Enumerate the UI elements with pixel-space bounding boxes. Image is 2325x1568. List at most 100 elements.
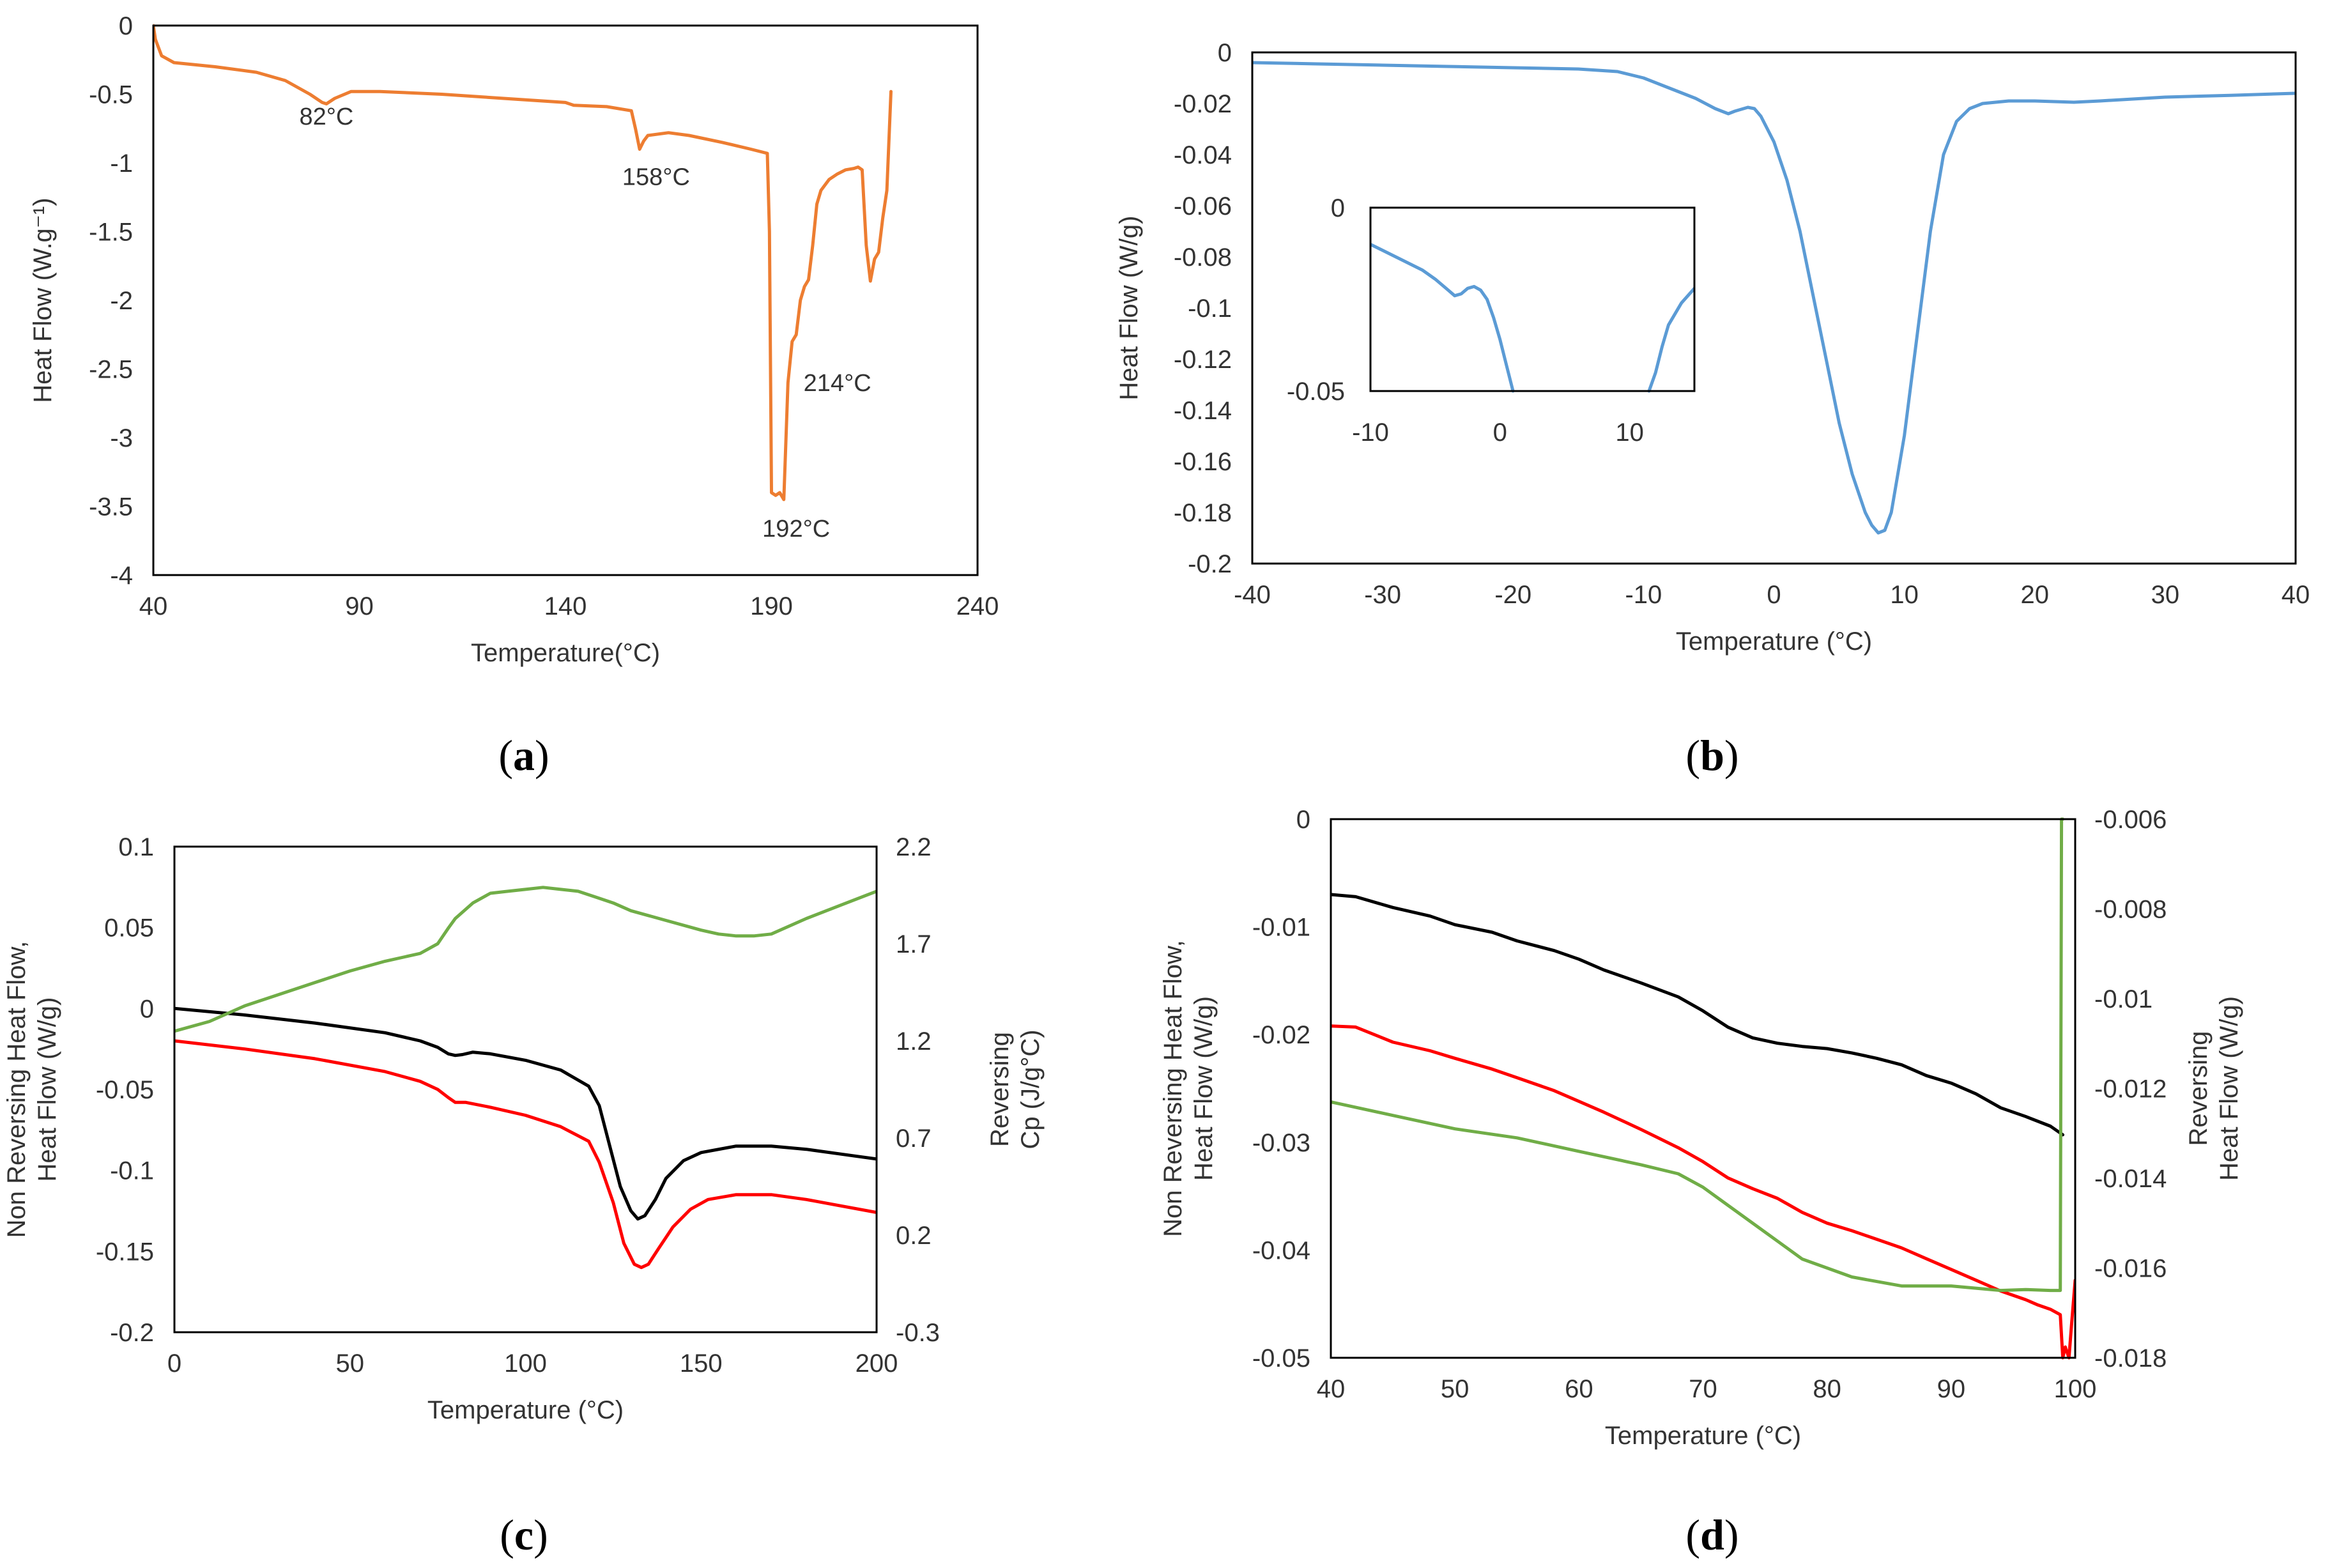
- y-tick-label: -0.02: [1174, 90, 1232, 118]
- y2-tick-label: 1.7: [896, 930, 932, 958]
- x-tick-label: 0: [1767, 581, 1781, 609]
- series-line-d-2: [1331, 817, 2065, 1293]
- y2-tick-label: 1.2: [896, 1027, 932, 1056]
- y-tick-label: -2: [110, 287, 133, 315]
- y-tick-label: 0: [119, 12, 133, 40]
- x-tick-label: 60: [1565, 1375, 1593, 1403]
- series-line-a-0: [153, 24, 893, 502]
- y-tick-label: -0.03: [1252, 1129, 1310, 1157]
- y-tick-label: 0.05: [104, 914, 154, 942]
- plot-frame: [173, 845, 878, 1334]
- x-tick-label: 240: [956, 592, 999, 620]
- y2-tick-label: -0.3: [896, 1319, 940, 1347]
- series-group: [1331, 817, 2075, 1360]
- y-tick-label: -0.16: [1174, 448, 1232, 476]
- x-tick-label: 80: [1813, 1375, 1841, 1403]
- y-tick-label: -0.14: [1174, 397, 1232, 425]
- y2-axis-title-line: Cp (J/g°C): [1017, 1029, 1045, 1149]
- panel-a: 40 90 140 190 240 0 -0.5 -1 -1.5 -2 -2.5 -3 -3.5 -4 Te…: [29, 12, 999, 780]
- y-axis-title-line: Non Reversing Heat Flow,: [1159, 940, 1187, 1237]
- x-tick-label: 190: [750, 592, 793, 620]
- x-tick-label: 100: [2054, 1375, 2097, 1403]
- x-tick-label: 40: [2282, 581, 2310, 609]
- x-axis-title: Temperature (°C): [1605, 1422, 1801, 1450]
- y-tick-label: -0.01: [1252, 914, 1310, 942]
- x-axis-title: Temperature (°C): [427, 1396, 624, 1424]
- x-tick-label: 10: [1890, 581, 1919, 609]
- y-tick-label: -1.5: [89, 219, 133, 247]
- y2-axis-title-line: Reversing: [986, 1032, 1014, 1147]
- y-axis-title: Heat Flow (W.g⁻¹): [29, 197, 57, 403]
- x-tick-label: 40: [1317, 1375, 1346, 1403]
- y-tick-label: -0.05: [1252, 1344, 1310, 1372]
- y-tick-label: 0: [140, 995, 154, 1023]
- x-tick-label: 50: [336, 1349, 365, 1378]
- y2-axis-title-line: Heat Flow (W/g): [2215, 996, 2243, 1181]
- y-axis-title-line: Heat Flow (W.g⁻¹): [29, 197, 57, 403]
- inset-x-tick-label: 0: [1493, 419, 1507, 447]
- inset-x-tick-label: 10: [1615, 419, 1644, 447]
- y-tick-label: 0: [1296, 806, 1310, 834]
- panel-label-letter: c: [514, 1510, 533, 1559]
- y-tick-label: -0.2: [1188, 550, 1232, 578]
- series-line-c-0: [174, 1006, 877, 1221]
- peak-annotation: 82°C: [299, 104, 353, 130]
- y2-tick-label: 0.7: [896, 1125, 932, 1153]
- inset-x-tick-label: -10: [1352, 419, 1389, 447]
- y2-tick-label: -0.018: [2094, 1344, 2167, 1372]
- y2-axis-title-line: Reversing: [2184, 1031, 2213, 1146]
- y-tick-label: -0.04: [1174, 141, 1232, 169]
- y2-tick-label: 2.2: [896, 833, 932, 861]
- x-tick-label: 90: [1937, 1375, 1966, 1403]
- y2-tick-label: -0.01: [2094, 985, 2152, 1013]
- y-axis-title-line: Heat Flow (W/g): [1115, 216, 1143, 401]
- y-axis-title: Heat Flow (W/g): [1115, 216, 1143, 401]
- inset-y-tick-label: -0.05: [1287, 378, 1345, 406]
- panel-label-letter: a: [513, 731, 535, 780]
- y-tick-label: -4: [110, 562, 133, 590]
- plot-frame: [1330, 818, 2076, 1359]
- panel-label-letter: d: [1700, 1510, 1724, 1559]
- panel-label-d: (d): [1685, 1510, 1738, 1559]
- y-tick-label: -0.08: [1174, 243, 1232, 272]
- inset-series-group: [1370, 242, 1694, 393]
- y-axis-title-line: Non Reversing Heat Flow,: [3, 941, 31, 1238]
- y-tick-label: -3: [110, 424, 133, 452]
- y-tick-label: -0.1: [110, 1157, 154, 1185]
- y-axis-title-line: Heat Flow (W/g): [1190, 996, 1218, 1181]
- y2-tick-label: -0.012: [2094, 1075, 2167, 1103]
- y2-tick-label: -0.014: [2094, 1165, 2167, 1193]
- x-tick-label: 90: [345, 592, 374, 620]
- y-tick-label: -0.18: [1174, 499, 1232, 527]
- y-axis-title: Non Reversing Heat Flow, Heat Flow (W/g): [1159, 940, 1218, 1237]
- x-tick-label: -20: [1494, 581, 1531, 609]
- panel-label-c: (c): [500, 1510, 548, 1559]
- peak-annotation: 158°C: [622, 164, 690, 190]
- x-tick-label: 70: [1689, 1375, 1717, 1403]
- x-tick-label: 200: [856, 1349, 898, 1378]
- y-axis-title: Non Reversing Heat Flow, Heat Flow (W/g): [3, 941, 61, 1238]
- series-group: [1252, 61, 2296, 535]
- panel-label-letter: b: [1700, 731, 1724, 780]
- y-tick-label: -0.2: [110, 1319, 154, 1347]
- y-tick-label: -0.06: [1174, 192, 1232, 220]
- peak-annotation: 192°C: [762, 516, 830, 542]
- x-tick-label: 20: [2021, 581, 2050, 609]
- panel-c: 0 50 100 150 200 0.1 0.05 0 -0.05 -0.1 -0.15 -0.2 2.…: [3, 833, 1045, 1559]
- x-tick-label: 100: [504, 1349, 547, 1378]
- x-tick-label: 0: [167, 1349, 181, 1378]
- x-tick-label: 140: [544, 592, 587, 620]
- y-tick-label: -0.04: [1252, 1236, 1310, 1264]
- y-tick-label: -3.5: [89, 493, 133, 521]
- y2-tick-label: 0.2: [896, 1222, 932, 1250]
- series-line-d-1: [1331, 1024, 2075, 1360]
- y-tick-label: -0.15: [96, 1238, 154, 1266]
- panel-b: -40 -30 -20 -10 0 10 20 30 40 0 -0.02 -0.04 -0.06 -0.…: [1115, 39, 2310, 780]
- y-tick-label: -0.05: [96, 1076, 154, 1104]
- y-tick-label: -0.02: [1252, 1021, 1310, 1049]
- peak-annotation: 214°C: [804, 370, 871, 397]
- x-tick-label: 50: [1441, 1375, 1469, 1403]
- plot-frame: [152, 24, 979, 576]
- series-line-d-0: [1331, 893, 2065, 1137]
